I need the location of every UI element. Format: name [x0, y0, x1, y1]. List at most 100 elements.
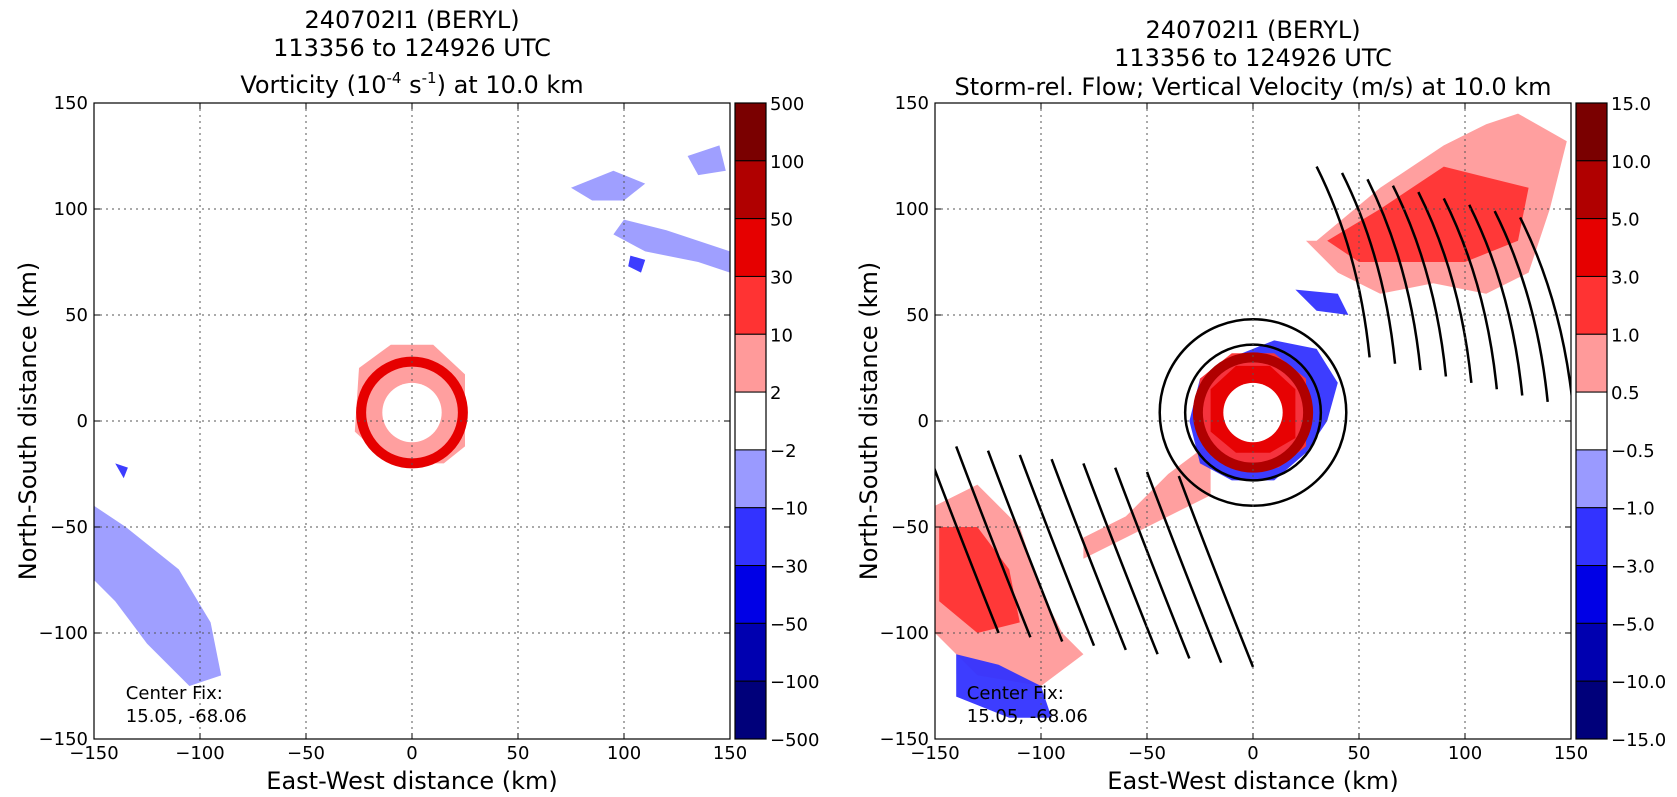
chart-title-line: 113356 to 124926 UTC — [273, 34, 551, 62]
streamline — [1315, 166, 1371, 358]
colorbar-segment — [1575, 333, 1608, 393]
x-tick-label: 0 — [1247, 743, 1258, 764]
streamline — [1442, 197, 1499, 390]
colorbar-segment — [734, 218, 767, 277]
field-region — [115, 463, 128, 479]
x-tick-label: −50 — [287, 743, 325, 764]
colorbar-label: 15.0 — [1611, 94, 1651, 115]
x-tick-label: 150 — [1554, 743, 1588, 764]
y-tick-label: 0 — [77, 411, 88, 432]
colorbar-frame — [734, 102, 767, 740]
x-tick-label: −100 — [175, 743, 224, 764]
x-tick-label: 100 — [1448, 743, 1482, 764]
y-tick-label: 150 — [54, 93, 88, 114]
y-tick-label: 50 — [906, 305, 929, 326]
colorbar-label: −100 — [770, 672, 819, 693]
y-tick-label: 0 — [918, 411, 929, 432]
x-tick-label: −100 — [1016, 743, 1065, 764]
title-superscript: -1 — [422, 69, 437, 87]
field-region — [571, 170, 646, 201]
field-region — [939, 527, 1020, 633]
field-region — [1295, 289, 1349, 315]
title-part: s — [401, 71, 421, 99]
streamline — [1050, 458, 1127, 651]
colorbar-label: 10.0 — [1611, 152, 1651, 173]
field-layer — [94, 103, 730, 697]
colorbar-frame — [1575, 102, 1608, 740]
streamline — [1366, 178, 1422, 371]
y-tick-label: −100 — [880, 623, 929, 644]
streamline — [1018, 454, 1096, 647]
center-fix-label: 15.05, -68.06 — [126, 706, 247, 727]
y-tick-label: 50 — [65, 305, 88, 326]
center-fix-label: Center Fix: — [126, 683, 223, 704]
colorbar-label: −50 — [770, 614, 808, 635]
field-region — [956, 654, 1052, 718]
colorbar-segment — [1575, 449, 1608, 509]
colorbar-segment — [1575, 275, 1608, 335]
y-tick-label: −150 — [880, 729, 929, 750]
y-tick-label: −100 — [39, 623, 88, 644]
panel-2: −150 −100 −50 0 50 100 150 −150 −100 −50 0 50 100 150… — [855, 16, 1666, 795]
eye — [1223, 382, 1283, 443]
title-superscript: -4 — [387, 69, 402, 87]
colorbar-label: 0.5 — [1611, 383, 1640, 404]
colorbar-label: 10 — [770, 325, 793, 346]
colorbar-segment — [1575, 507, 1608, 567]
streamlines — [935, 166, 1571, 668]
colorbar-label: −30 — [770, 557, 808, 578]
chart-title-line: 113356 to 124926 UTC — [1114, 44, 1392, 72]
colorbar-segment — [1575, 680, 1608, 740]
x-tick-label: 150 — [713, 743, 747, 764]
colorbar-segment — [1575, 218, 1608, 277]
colorbar-label: 2 — [770, 383, 781, 404]
eyewall — [1192, 352, 1314, 473]
y-axis-label: North-South distance (km) — [14, 262, 42, 581]
colorbar-label: 3.0 — [1611, 267, 1640, 288]
streamline — [1340, 172, 1397, 364]
field-region — [687, 145, 726, 176]
streamline — [1177, 475, 1255, 668]
colorbar-segment — [1575, 160, 1608, 220]
colorbar-segment — [734, 507, 767, 567]
colorbar-label: −5.0 — [1611, 614, 1655, 635]
y-tick-label: −50 — [50, 517, 88, 538]
colorbar-label: 1.0 — [1611, 325, 1640, 346]
colorbar-label: −10.0 — [1611, 672, 1666, 693]
colorbar-label: 50 — [770, 210, 793, 231]
streamline — [1082, 462, 1159, 655]
field-region — [94, 505, 222, 686]
chart-title-line: Storm-rel. Flow; Vertical Velocity (m/s)… — [955, 73, 1552, 101]
colorbar-segment — [1575, 102, 1608, 162]
colorbar-segment — [734, 333, 767, 393]
center-fix-label: 15.05, -68.06 — [967, 706, 1088, 727]
colorbar-segment — [734, 102, 767, 162]
colorbar-segment — [1575, 565, 1608, 624]
y-tick-label: 150 — [895, 93, 929, 114]
field-region — [200, 166, 730, 549]
x-tick-label: −150 — [910, 743, 959, 764]
eye — [382, 382, 442, 443]
colorbar-segment — [734, 565, 767, 624]
x-tick-label: −150 — [69, 743, 118, 764]
streamline — [955, 446, 1032, 638]
streamline — [1493, 210, 1549, 403]
colorbar-label: −10 — [770, 499, 808, 520]
x-axis-label: East-West distance (km) — [266, 767, 557, 795]
colorbar-segment — [734, 160, 767, 220]
colorbar-segment — [1575, 622, 1608, 682]
field-region — [628, 255, 646, 273]
colorbar-label: 100 — [770, 152, 804, 173]
x-tick-label: 100 — [607, 743, 641, 764]
colorbar-label: −1.0 — [1611, 499, 1655, 520]
x-tick-label: 50 — [1348, 743, 1371, 764]
panel-1: −150 −100 −50 0 50 100 150−150−100−50050100150… — [14, 6, 819, 795]
streamline — [1391, 185, 1448, 377]
colorbar-segment — [734, 391, 767, 451]
x-tick-label: 50 — [507, 743, 530, 764]
y-tick-label: 100 — [54, 199, 88, 220]
streamline — [1519, 216, 1571, 401]
colorbar-segment — [734, 622, 767, 682]
streamline — [986, 450, 1064, 642]
